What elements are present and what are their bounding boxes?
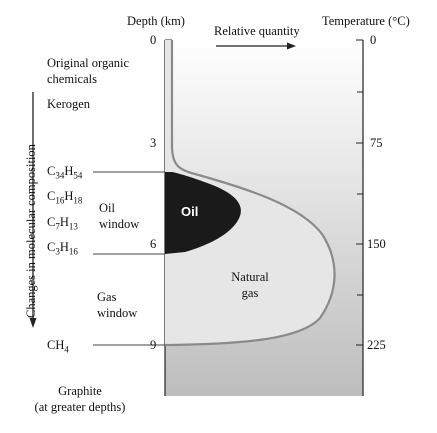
formula-c3h16: C3H16: [47, 240, 78, 257]
graphite-label: Graphite (at greater depths): [34, 384, 126, 414]
relative-quantity-arrow: [216, 42, 296, 50]
depth-tick-label: 3: [150, 136, 157, 150]
temperature-tick-label: 75: [370, 136, 383, 150]
oil-region: [165, 172, 241, 254]
formula-c7h13: C7H13: [47, 215, 78, 232]
depth-tick-label: 9: [150, 338, 157, 352]
temperature-ticks: [356, 39, 363, 346]
composition-axis-label: Changes in molecular composition: [24, 144, 38, 318]
formula-c34h54: C34H54: [47, 164, 83, 181]
formula-ch4: CH4: [47, 338, 69, 355]
depth-axis-title: Depth (km): [127, 14, 185, 28]
oil-region-label: Oil: [181, 204, 199, 219]
gas-window-label: Gas window: [97, 290, 138, 320]
relative-quantity-label: Relative quantity: [214, 24, 300, 38]
depth-tick-label: 6: [150, 237, 157, 251]
natural-gas-label: Natural gas: [231, 270, 269, 300]
depth-tick-label: 0: [150, 33, 157, 47]
temperature-tick-label: 225: [367, 338, 386, 352]
kerogen-label: Kerogen: [47, 97, 91, 111]
formula-c16h18: C16H18: [47, 189, 83, 206]
temperature-tick-label: 150: [367, 237, 386, 251]
organic-chemicals-label: Original organic chemicals: [47, 56, 130, 86]
relative-quantity-curve: [165, 40, 336, 347]
formula-connector-lines: [93, 171, 165, 346]
composition-arrow: [29, 92, 37, 328]
temperature-axis-title: Temperature (°C): [322, 14, 410, 28]
temperature-tick-label: 0: [370, 33, 377, 47]
natural-gas-region: [165, 40, 335, 345]
oil-window-label: Oil window: [99, 201, 140, 231]
